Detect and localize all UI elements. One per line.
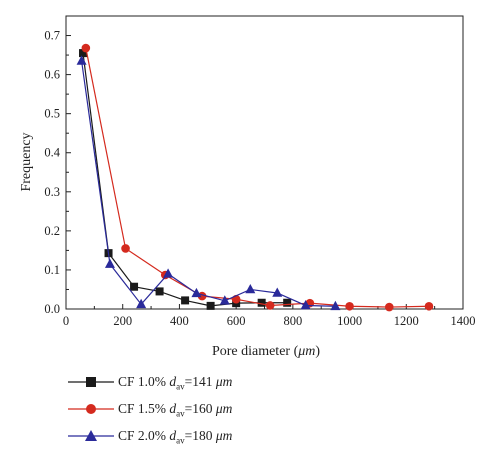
x-tick-label: 400 — [170, 314, 189, 328]
legend-swatch-square — [68, 377, 114, 387]
data-point — [121, 244, 130, 253]
x-tick-label: 0 — [63, 314, 69, 328]
x-tick-label: 1000 — [337, 314, 362, 328]
series-2 — [76, 55, 341, 311]
data-point — [155, 287, 164, 296]
data-point — [257, 298, 266, 307]
legend-label: CF 1.5% dav=160 μm — [118, 401, 233, 419]
x-tick-label: 1400 — [451, 314, 476, 328]
data-point — [163, 268, 174, 278]
data-point — [219, 295, 230, 305]
y-tick-label: 0.4 — [44, 146, 60, 160]
legend-swatch-circle — [68, 404, 114, 414]
y-tick-label: 0.0 — [44, 302, 60, 316]
plot-series — [76, 43, 434, 312]
data-point — [76, 55, 87, 65]
x-tick-label: 600 — [227, 314, 246, 328]
data-point — [130, 282, 139, 291]
y-tick-label: 0.5 — [44, 107, 60, 121]
legend-swatch-triangle — [68, 430, 114, 441]
data-point — [245, 283, 256, 294]
x-tick-label: 800 — [283, 314, 302, 328]
x-tick-label: 200 — [113, 314, 132, 328]
data-point — [104, 258, 115, 268]
data-point — [81, 43, 91, 53]
data-point — [330, 300, 341, 311]
legend-item-cf-1-0: CF 1.0% dav=141 μm — [66, 372, 366, 399]
data-point — [206, 301, 215, 310]
data-point — [79, 49, 88, 58]
series-1 — [81, 43, 434, 312]
y-tick-label: 0.3 — [44, 185, 60, 199]
legend-item-cf-1-5: CF 1.5% dav=160 μm — [66, 399, 366, 426]
data-point — [136, 298, 147, 309]
x-tick-label: 1200 — [394, 314, 419, 328]
plot-frame — [65, 15, 464, 310]
legend-label: CF 2.0% dav=180 μm — [118, 428, 233, 446]
axes: 0 200 400 600 800 1000 1200 1400 0.0 0.1 0.2 0.3 0.4… — [44, 15, 476, 328]
legend: CF 1.0% dav=141 μm CF 1.5% dav=160 μm CF… — [66, 372, 366, 453]
y-tick-label: 0.6 — [44, 68, 60, 82]
data-point — [191, 287, 202, 298]
y-tick-label: 0.7 — [44, 29, 60, 43]
data-point — [272, 287, 283, 297]
data-point — [283, 298, 292, 307]
data-point — [424, 301, 434, 311]
y-axis-label: Frequency — [19, 132, 34, 191]
data-point — [300, 299, 311, 310]
legend-label: CF 1.0% dav=141 μm — [118, 374, 233, 392]
data-point — [345, 301, 354, 311]
series-line — [85, 47, 429, 308]
y-tick-label: 0.1 — [44, 263, 60, 277]
data-point — [181, 296, 190, 305]
series-0 — [79, 49, 292, 310]
x-axis-label: Pore diameter (μm) — [212, 344, 320, 359]
y-tick-label: 0.2 — [44, 224, 60, 238]
data-point — [265, 301, 275, 310]
legend-item-cf-2-0: CF 2.0% dav=180 μm — [66, 426, 366, 453]
series-line — [81, 60, 336, 307]
data-point — [384, 302, 394, 312]
